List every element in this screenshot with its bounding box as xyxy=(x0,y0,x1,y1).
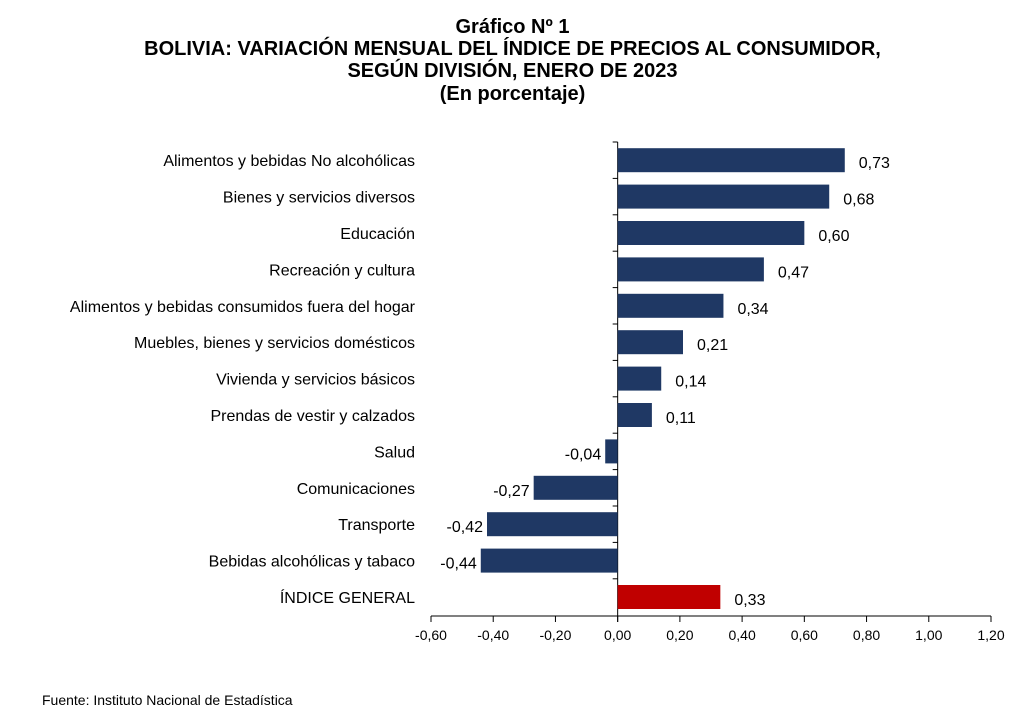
category-label: Prendas de vestir y calzados xyxy=(210,408,415,425)
category-label: Alimentos y bebidas consumidos fuera del… xyxy=(70,299,416,316)
data-label: 0,34 xyxy=(737,301,768,318)
x-tick-label: -0,60 xyxy=(415,627,447,643)
chart-title-block: Gráfico Nº 1 BOLIVIA: VARIACIÓN MENSUAL … xyxy=(0,16,1025,106)
data-label: 0,14 xyxy=(675,374,706,391)
data-label: 0,11 xyxy=(666,410,696,427)
x-tick-label: 1,20 xyxy=(977,627,1004,643)
chart-subtitle-line1: BOLIVIA: VARIACIÓN MENSUAL DEL ÍNDICE DE… xyxy=(144,38,881,60)
bar xyxy=(605,439,618,464)
category-label: Bebidas alcohólicas y tabaco xyxy=(209,554,415,571)
data-label: -0,44 xyxy=(440,556,477,573)
x-tick-label: 0,40 xyxy=(728,627,755,643)
data-label: 0,60 xyxy=(818,228,849,245)
data-label: -0,27 xyxy=(493,483,530,500)
chart-subtitle-line2: SEGÚN DIVISIÓN, ENERO DE 2023 xyxy=(347,60,678,82)
bar xyxy=(617,366,662,391)
data-label: 0,73 xyxy=(859,155,890,172)
bar xyxy=(617,221,805,245)
x-tick-label: 0,20 xyxy=(666,627,693,643)
category-label: Educación xyxy=(340,226,415,243)
x-tick-label: 0,80 xyxy=(853,627,880,643)
category-label: ÍNDICE GENERAL xyxy=(280,588,415,607)
category-label: Transporte xyxy=(338,517,415,534)
category-label: Alimentos y bebidas No alcohólicas xyxy=(163,153,415,170)
data-label: -0,04 xyxy=(565,446,602,463)
source-note: Fuente: Instituto Nacional de Estadístic… xyxy=(42,692,293,708)
category-label: Vivienda y servicios básicos xyxy=(216,372,415,389)
bar xyxy=(617,184,830,209)
x-tick-label: 0,00 xyxy=(604,627,631,643)
bar xyxy=(487,512,618,537)
category-label: Salud xyxy=(374,444,415,461)
bar xyxy=(617,148,845,173)
bar xyxy=(480,548,618,573)
data-label: 0,33 xyxy=(734,592,765,609)
category-label: Comunicaciones xyxy=(297,481,415,498)
x-tick-label: 1,00 xyxy=(915,627,942,643)
bar xyxy=(617,293,724,318)
chart-title: Gráfico Nº 1 xyxy=(455,16,570,38)
x-tick-label: -0,20 xyxy=(539,627,571,643)
bar xyxy=(617,403,652,427)
bar xyxy=(617,330,683,355)
data-label: -0,42 xyxy=(447,519,484,536)
bar xyxy=(617,585,721,609)
data-label: 0,47 xyxy=(778,264,809,281)
category-label: Bienes y servicios diversos xyxy=(223,190,415,207)
data-label: 0,68 xyxy=(843,192,874,209)
chart-unit: (En porcentaje) xyxy=(439,83,586,105)
category-label: Recreación y cultura xyxy=(269,262,415,279)
bar xyxy=(617,257,764,282)
data-label: 0,21 xyxy=(697,337,728,354)
category-label: Muebles, bienes y servicios domésticos xyxy=(134,335,415,352)
bar xyxy=(533,475,618,500)
x-tick-label: -0,40 xyxy=(477,627,509,643)
x-tick-label: 0,60 xyxy=(791,627,818,643)
